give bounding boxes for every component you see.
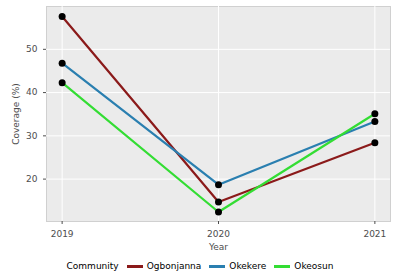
- svg-text:30: 30: [26, 131, 38, 141]
- svg-text:20: 20: [26, 174, 38, 184]
- svg-text:2019: 2019: [51, 229, 74, 239]
- html-text:Okekere: Okekere: [229, 261, 267, 271]
- svg-text:40: 40: [26, 87, 38, 97]
- svg-text:50: 50: [26, 44, 38, 54]
- svg-text:Year: Year: [208, 242, 228, 252]
- svg-text:2021: 2021: [363, 229, 386, 239]
- html-text:Ogbonjanna: Ogbonjanna: [146, 261, 202, 271]
- html-text:Community: Community: [66, 261, 119, 271]
- html-text:Okeosun: Okeosun: [294, 261, 334, 271]
- svg-text:Coverage (%): Coverage (%): [11, 83, 21, 145]
- svg-text:2020: 2020: [207, 229, 230, 239]
